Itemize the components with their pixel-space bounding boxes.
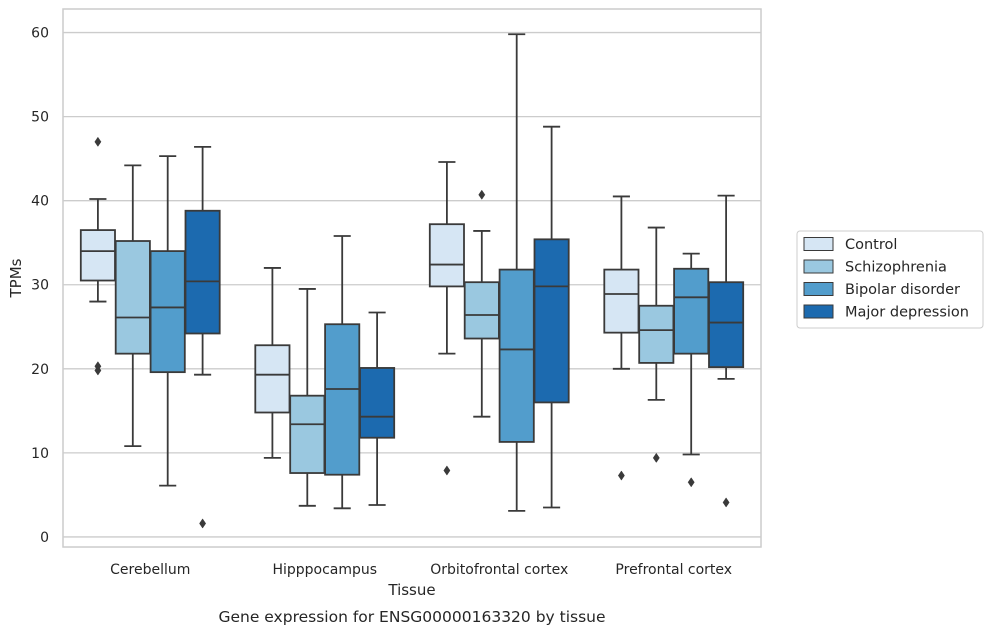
outlier-point [443, 465, 451, 476]
box-body [428, 223, 465, 288]
outlier-point [94, 365, 102, 376]
y-tick-label: 30 [31, 278, 49, 294]
x-tick-label: Orbitofrontal cortex [430, 562, 568, 578]
box-bipolar-disorder [673, 252, 710, 488]
y-tick-label: 40 [31, 194, 49, 210]
legend-label: Bipolar disorder [845, 282, 960, 298]
box-body [673, 267, 710, 355]
box-body [184, 209, 221, 335]
box-body [463, 281, 500, 340]
outlier-point [722, 497, 730, 508]
outlier-point [652, 452, 660, 463]
y-tick-label: 0 [40, 530, 49, 546]
box-bipolar-disorder [324, 235, 361, 510]
box-body [638, 304, 675, 364]
x-tick-label: Hipppocampus [272, 562, 377, 578]
plot-frame [62, 8, 762, 548]
x-axis-ticks: Cerebellum Hipppocampus Orbitofrontal cort… [110, 562, 732, 578]
box-major-depression [184, 145, 221, 529]
y-tick-label: 10 [31, 446, 49, 462]
outlier-point [687, 477, 695, 488]
boxes [79, 33, 745, 529]
box-major-depression [359, 311, 396, 506]
box-control [428, 161, 465, 476]
box-control [79, 136, 116, 376]
x-tick-label: Prefrontal cortex [615, 562, 732, 578]
box-body [498, 268, 535, 443]
box-body [603, 268, 640, 334]
legend-swatch [803, 304, 834, 319]
box-body [359, 367, 396, 439]
box-body [708, 281, 745, 369]
y-tick-label: 50 [31, 110, 49, 126]
outlier-point [199, 518, 207, 529]
y-axis-label: TPMs [7, 258, 25, 298]
outlier-point [617, 470, 625, 481]
box-body [149, 250, 186, 374]
legend-label: Major depression [845, 305, 969, 321]
legend-frame [796, 230, 984, 329]
box-control [254, 267, 291, 459]
outlier-point [94, 136, 102, 147]
x-tick-label: Cerebellum [110, 562, 190, 578]
box-bipolar-disorder [149, 155, 186, 487]
legend: Control Schizophrenia Bipolar disorder Majo… [796, 230, 984, 329]
y-tick-label: 20 [31, 362, 49, 378]
y-axis-ticks: 0 10 20 30 40 50 60 [31, 26, 49, 546]
box-control [603, 195, 640, 481]
x-axis-label: Tissue [387, 581, 435, 599]
box-bipolar-disorder [498, 33, 535, 512]
box-schizophrenia [638, 226, 675, 463]
box-body [254, 344, 291, 414]
box-schizophrenia [289, 288, 326, 507]
figure-caption: Gene expression for ENSG00000163320 by t… [218, 608, 605, 626]
legend-label: Control [845, 237, 897, 253]
box-body [533, 238, 570, 404]
box-schizophrenia [463, 189, 500, 418]
outlier-point [478, 189, 486, 200]
box-body [114, 240, 151, 355]
box-schizophrenia [114, 164, 151, 448]
box-major-depression [533, 125, 570, 509]
box-body [79, 229, 116, 282]
box-major-depression [708, 194, 745, 508]
legend-swatch [803, 259, 834, 274]
legend-swatch [803, 282, 834, 296]
box-body [289, 394, 326, 474]
box-body [324, 323, 361, 476]
y-tick-label: 60 [31, 26, 49, 42]
legend-swatch [803, 237, 834, 251]
legend-label: Schizophrenia [845, 260, 947, 276]
